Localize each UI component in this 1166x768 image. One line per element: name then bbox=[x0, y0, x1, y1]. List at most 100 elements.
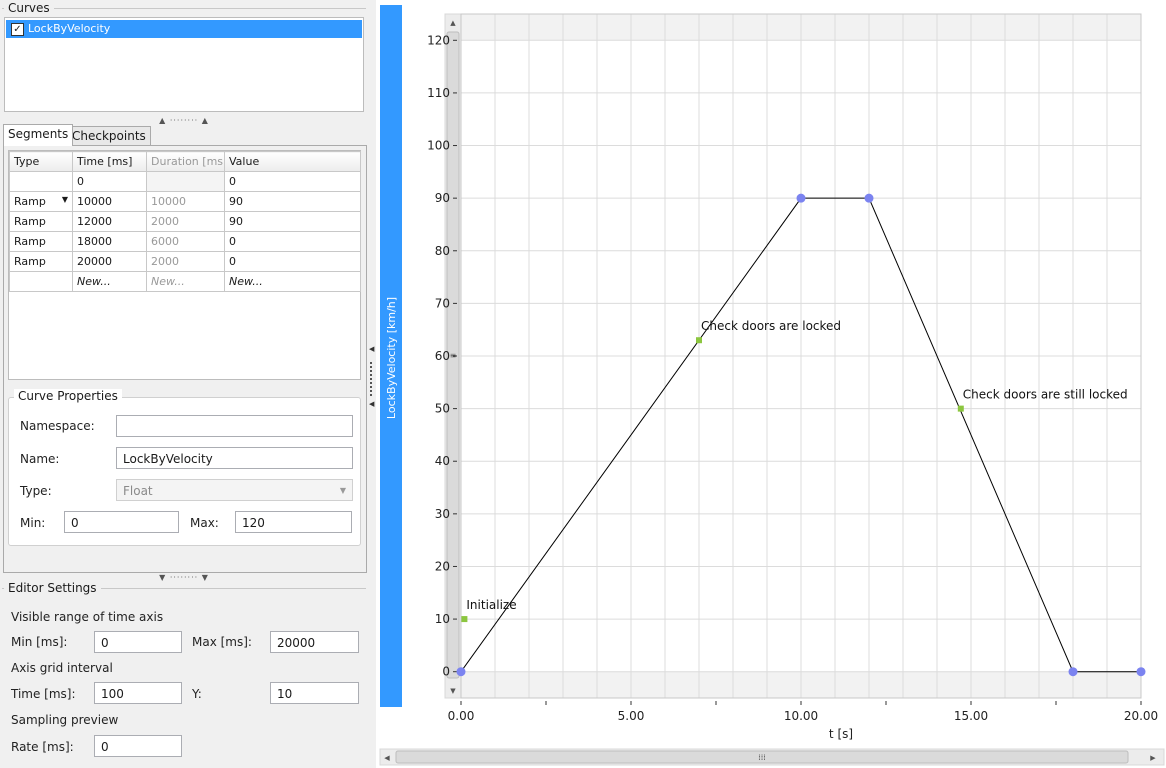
grid-y-input[interactable]: 10 bbox=[270, 682, 359, 704]
segments-tab-body: Type Time [ms] Duration [ms] Value 0 0 R… bbox=[3, 145, 367, 573]
vertical-splitter[interactable]: ◀ ◀ bbox=[368, 0, 376, 768]
y-tick-label: 0 bbox=[442, 665, 450, 679]
table-row[interactable]: 0 0 bbox=[9, 171, 361, 192]
cell-type[interactable]: Ramp ▼ bbox=[9, 191, 73, 212]
sampling-preview-heading: Sampling preview bbox=[11, 713, 119, 727]
keyframe-point[interactable] bbox=[796, 193, 806, 203]
max-input[interactable]: 120 bbox=[235, 511, 352, 533]
cell-value[interactable]: 90 bbox=[224, 211, 361, 232]
keyframe-point[interactable] bbox=[456, 667, 466, 677]
grid-time-label: Time [ms]: bbox=[11, 687, 76, 701]
x-tick-label: 15.00 bbox=[954, 709, 988, 723]
cell-type[interactable]: Ramp bbox=[9, 231, 73, 252]
scrollbar-thumb[interactable] bbox=[446, 31, 460, 679]
cell-type[interactable]: Ramp bbox=[9, 251, 73, 272]
tab-segments[interactable]: Segments bbox=[3, 124, 74, 146]
horizontal-splitter-bottom[interactable]: ▼ ········ ▼ bbox=[0, 572, 368, 582]
table-row[interactable]: Ramp 20000 2000 0 bbox=[9, 251, 361, 272]
cell-duration[interactable] bbox=[146, 171, 225, 192]
hscroll-thumb[interactable] bbox=[395, 750, 1129, 764]
time-max-input[interactable]: 20000 bbox=[270, 631, 359, 653]
cell-time[interactable]: 18000 bbox=[72, 231, 147, 252]
checkpoint-marker[interactable] bbox=[696, 337, 702, 344]
new-row[interactable]: New... New... New... bbox=[9, 271, 361, 292]
curves-title: Curves bbox=[4, 1, 54, 15]
scroll-left-icon[interactable]: ◀ bbox=[384, 754, 390, 762]
x-axis-label: t [s] bbox=[829, 727, 853, 741]
curve-chart[interactable]: LockByVelocity [km/h] ▲ ▼ ≡ 010203040506… bbox=[376, 0, 1166, 768]
curve-bar[interactable] bbox=[380, 5, 402, 707]
splitter-grip-icon bbox=[370, 362, 374, 396]
curve-properties-title: Curve Properties bbox=[14, 389, 122, 403]
column-header-duration[interactable]: Duration [ms] bbox=[146, 151, 225, 172]
scroll-down-icon[interactable]: ▼ bbox=[450, 687, 456, 695]
editor-settings-group bbox=[2, 588, 366, 767]
namespace-input[interactable] bbox=[116, 415, 353, 437]
curve-item[interactable]: ✓ LockByVelocity bbox=[6, 20, 362, 38]
table-row[interactable]: Ramp ▼ 10000 10000 90 bbox=[9, 191, 361, 212]
cell-duration[interactable]: 6000 bbox=[146, 231, 225, 252]
cell-value[interactable]: 0 bbox=[224, 251, 361, 272]
name-input[interactable]: LockByVelocity bbox=[116, 447, 353, 469]
cell-time[interactable]: 20000 bbox=[72, 251, 147, 272]
keyframe-point[interactable] bbox=[864, 193, 874, 203]
dropdown-arrow-icon[interactable]: ▼ bbox=[61, 195, 68, 204]
rate-input[interactable]: 0 bbox=[94, 735, 182, 757]
y-tick-label: 110 bbox=[427, 86, 450, 100]
cell-duration-new[interactable]: New... bbox=[146, 271, 225, 292]
min-input[interactable]: 0 bbox=[64, 511, 179, 533]
y-axis-label: LockByVelocity [km/h] bbox=[385, 297, 398, 419]
cell-value-new[interactable]: New... bbox=[224, 271, 361, 292]
cell-duration[interactable]: 2000 bbox=[146, 211, 225, 232]
cell-value[interactable]: 90 bbox=[224, 191, 361, 212]
time-min-label: Min [ms]: bbox=[11, 635, 68, 649]
column-header-type[interactable]: Type bbox=[9, 151, 73, 172]
curve-item-label: LockByVelocity bbox=[28, 22, 111, 35]
grid-time-input[interactable]: 100 bbox=[94, 682, 182, 704]
cell-type[interactable]: Ramp bbox=[9, 211, 73, 232]
table-row[interactable]: Ramp 12000 2000 90 bbox=[9, 211, 361, 232]
segments-grid[interactable]: Type Time [ms] Duration [ms] Value 0 0 R… bbox=[8, 150, 361, 380]
curve-editor: LockByVelocity [km/h] ▲ ▼ ≡ 010203040506… bbox=[376, 0, 1166, 768]
column-header-value[interactable]: Value bbox=[224, 151, 361, 172]
table-row[interactable]: Ramp 18000 6000 0 bbox=[9, 231, 361, 252]
x-tick-label: 10.00 bbox=[784, 709, 818, 723]
y-tick-label: 10 bbox=[435, 612, 450, 626]
namespace-label: Namespace: bbox=[20, 419, 95, 433]
y-tick-label: 60 bbox=[435, 349, 450, 363]
curves-list[interactable]: ✓ LockByVelocity bbox=[4, 17, 364, 112]
min-label: Min: bbox=[20, 516, 46, 530]
time-min-input[interactable]: 0 bbox=[94, 631, 182, 653]
type-select[interactable]: Float ▼ bbox=[116, 479, 353, 501]
keyframe-point[interactable] bbox=[1136, 667, 1146, 677]
editor-settings-title: Editor Settings bbox=[4, 581, 101, 595]
x-tick-label: 5.00 bbox=[618, 709, 645, 723]
table-header-row: Type Time [ms] Duration [ms] Value bbox=[9, 151, 361, 172]
checkbox[interactable]: ✓ bbox=[11, 23, 24, 36]
curves-group bbox=[2, 8, 366, 115]
scroll-up-icon[interactable]: ▲ bbox=[450, 19, 456, 27]
left-panel: Curves ✓ LockByVelocity ▲ ········ ▲ Seg… bbox=[0, 0, 368, 768]
horizontal-splitter-top[interactable]: ▲ ········ ▲ bbox=[0, 115, 368, 125]
chevron-down-icon: ▼ bbox=[339, 486, 346, 495]
cell-duration[interactable]: 10000 bbox=[146, 191, 225, 212]
cell-type[interactable] bbox=[9, 171, 73, 192]
cell-time[interactable]: 10000 bbox=[72, 191, 147, 212]
cell-value[interactable]: 0 bbox=[224, 231, 361, 252]
y-tick-label: 40 bbox=[435, 454, 450, 468]
y-tick-label: 100 bbox=[427, 139, 450, 153]
cell-time[interactable]: 0 bbox=[72, 171, 147, 192]
cell-type[interactable] bbox=[9, 271, 73, 292]
scroll-right-icon[interactable]: ▶ bbox=[1150, 754, 1156, 762]
keyframe-point[interactable] bbox=[1068, 667, 1078, 677]
cell-time[interactable]: 12000 bbox=[72, 211, 147, 232]
y-tick-label: 50 bbox=[435, 402, 450, 416]
cell-time-new[interactable]: New... bbox=[72, 271, 147, 292]
tab-checkpoints[interactable]: Checkpoints bbox=[67, 126, 151, 146]
cell-value[interactable]: 0 bbox=[224, 171, 361, 192]
checkpoint-marker[interactable] bbox=[461, 616, 468, 623]
x-tick-label: 20.00 bbox=[1124, 709, 1158, 723]
cell-duration[interactable]: 2000 bbox=[146, 251, 225, 272]
column-header-time[interactable]: Time [ms] bbox=[72, 151, 147, 172]
checkpoint-marker[interactable] bbox=[957, 405, 964, 412]
